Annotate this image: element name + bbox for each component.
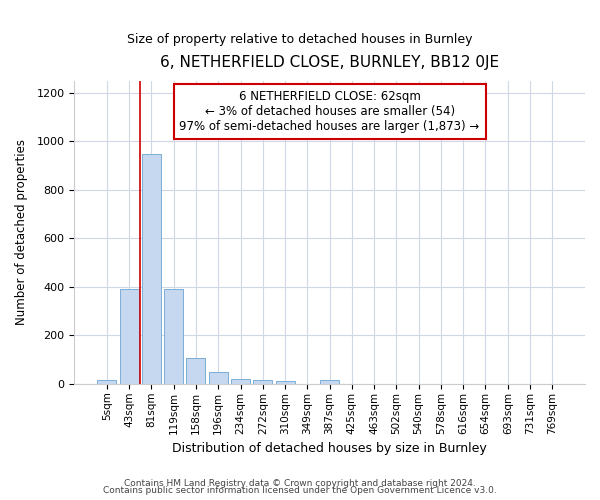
Bar — [231, 378, 250, 384]
Title: 6, NETHERFIELD CLOSE, BURNLEY, BB12 0JE: 6, NETHERFIELD CLOSE, BURNLEY, BB12 0JE — [160, 55, 499, 70]
Bar — [275, 380, 295, 384]
Bar — [187, 358, 205, 384]
Bar — [119, 290, 139, 384]
Text: Contains public sector information licensed under the Open Government Licence v3: Contains public sector information licen… — [103, 486, 497, 495]
Bar — [142, 154, 161, 384]
Bar — [97, 380, 116, 384]
Bar — [320, 380, 339, 384]
Text: Contains HM Land Registry data © Crown copyright and database right 2024.: Contains HM Land Registry data © Crown c… — [124, 478, 476, 488]
Bar — [209, 372, 227, 384]
Y-axis label: Number of detached properties: Number of detached properties — [15, 140, 28, 326]
Text: Size of property relative to detached houses in Burnley: Size of property relative to detached ho… — [127, 32, 473, 46]
Bar — [164, 290, 183, 384]
Text: 6 NETHERFIELD CLOSE: 62sqm
← 3% of detached houses are smaller (54)
97% of semi-: 6 NETHERFIELD CLOSE: 62sqm ← 3% of detac… — [179, 90, 480, 133]
Bar — [253, 380, 272, 384]
X-axis label: Distribution of detached houses by size in Burnley: Distribution of detached houses by size … — [172, 442, 487, 455]
